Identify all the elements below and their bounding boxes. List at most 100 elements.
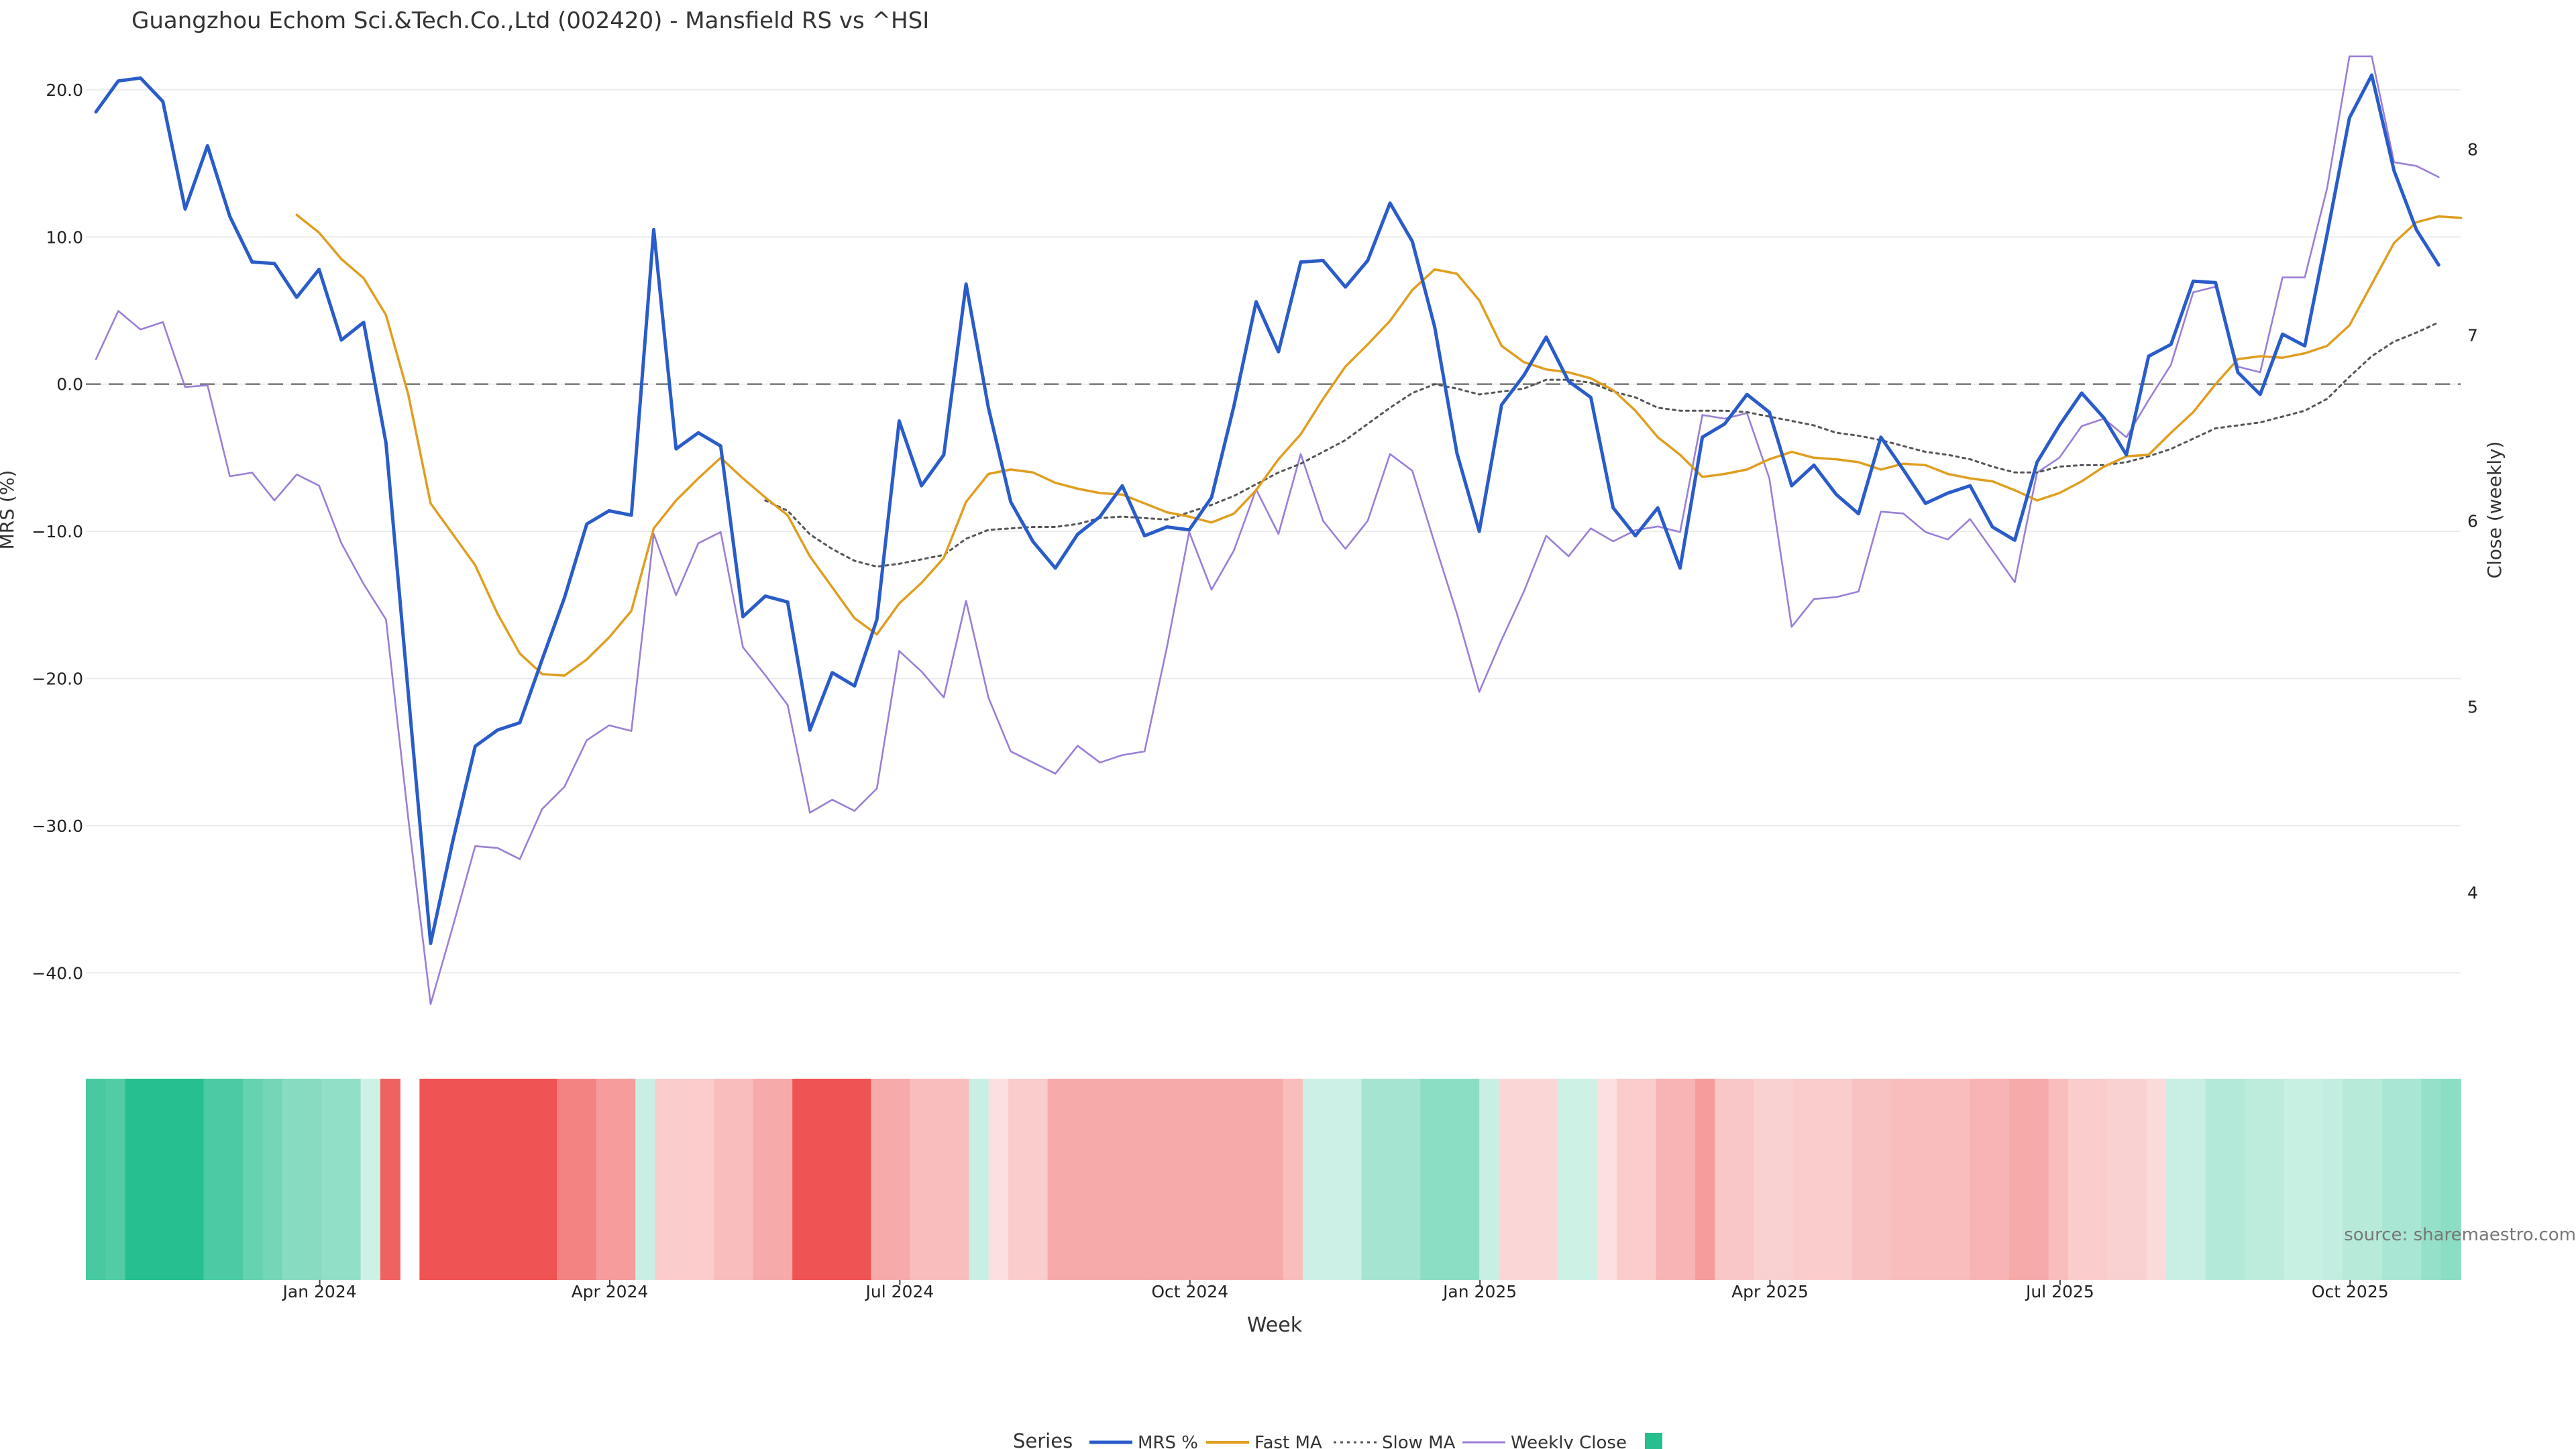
rs-strip-cell: [890, 1079, 911, 1280]
rs-strip-cell: [419, 1079, 440, 1280]
rs-strip-cell: [1891, 1079, 1912, 1280]
series-line-fast-ma: [295, 213, 2463, 677]
rs-strip-cell: [2205, 1079, 2226, 1280]
rs-strip-cell: [1028, 1079, 1049, 1280]
rs-strip-cell: [2224, 1079, 2245, 1280]
rs-strip-cell: [557, 1079, 578, 1280]
rs-strip-cell: [2186, 1079, 2206, 1280]
rs-strip-cell: [1636, 1079, 1657, 1280]
legend-label-fast-ma[interactable]: Fast MA: [1254, 1433, 1322, 1449]
rs-strip-cell: [1381, 1079, 1401, 1280]
rs-strip-cell: [1263, 1079, 1284, 1280]
axes: 20.0 10.0 0.0 −10.0 −20.0 −30.0 −40.0 4 5 6 7 8 Jan …: [32, 80, 2478, 1301]
rs-strip-cell: [2362, 1079, 2383, 1280]
x-tick-label: Jul 2025: [2025, 1282, 2094, 1301]
x-tick-label: Oct 2024: [1151, 1282, 1228, 1301]
rs-strip-cell: [203, 1079, 224, 1280]
rs-strip-cell: [2146, 1079, 2167, 1280]
rs-strip-cell: [930, 1079, 951, 1280]
rs-strip-cell: [1322, 1079, 1343, 1280]
rs-strip-cell: [988, 1079, 1009, 1280]
rs-strip-cell: [1597, 1079, 1617, 1280]
rs-strip-cell: [615, 1079, 636, 1280]
rs-strip-cell: [1950, 1079, 1971, 1280]
rs-strip-cell: [125, 1079, 146, 1280]
rs-strip-cell: [2048, 1079, 2069, 1280]
rs-strip-cell: [1931, 1079, 1951, 1280]
rs-strip-cell: [1283, 1079, 1303, 1280]
source-note: source: sharemaestro.com: [2344, 1225, 2576, 1245]
rs-strip-cell: [674, 1079, 695, 1280]
rs-strip-cell: [1616, 1079, 1638, 1280]
rs-strip-cell: [2009, 1079, 2030, 1280]
rs-strip-cell: [1558, 1079, 1578, 1280]
rs-strip-cell: [1224, 1079, 1244, 1280]
rs-strip-cell: [1440, 1079, 1460, 1280]
rs-strip-cell: [1420, 1079, 1441, 1280]
rs-strip-cell: [851, 1079, 872, 1280]
x-tick-label: Jan 2025: [1442, 1282, 1517, 1301]
rs-strip-cell: [694, 1079, 714, 1280]
rs-strip-cell: [1401, 1079, 1421, 1280]
rs-strip-cell: [2166, 1079, 2187, 1280]
y-tick-label-left: −10.0: [32, 522, 83, 541]
rs-strip-cell: [380, 1079, 400, 1280]
y-tick-label-left: 20.0: [46, 80, 83, 100]
rs-strip-cell: [1145, 1079, 1166, 1280]
rs-strip-cell: [2029, 1079, 2049, 1280]
legend: Series MRS % Fast MA Slow MA Weekly Clos…: [1013, 1430, 1662, 1449]
rs-strip-cell: [1715, 1079, 1735, 1280]
rs-strip-cell: [2343, 1079, 2363, 1280]
rs-strip-cell: [812, 1079, 833, 1280]
legend-label-slow-ma[interactable]: Slow MA: [1382, 1433, 1456, 1449]
rs-strip-cell: [910, 1079, 930, 1280]
rs-strip-cell: [341, 1079, 362, 1280]
rs-strip-cell: [2088, 1079, 2108, 1280]
rs-strip-cell: [2381, 1079, 2403, 1280]
y-tick-label-right: 4: [2467, 883, 2478, 903]
x-tick-label: Jan 2024: [282, 1282, 357, 1301]
rs-strip-cell: [1813, 1079, 1833, 1280]
rs-strip-cell: [2068, 1079, 2088, 1280]
rs-strip-cell: [1479, 1079, 1500, 1280]
rs-strip-cell: [1047, 1079, 1068, 1280]
rs-strip-cell: [1793, 1079, 1814, 1280]
grid-lines: [86, 89, 2461, 974]
rs-strip-cell: [1185, 1079, 1205, 1280]
rs-strip-cell: [635, 1079, 656, 1280]
legend-label-mrs[interactable]: MRS %: [1138, 1433, 1198, 1449]
y-tick-label-right: 6: [2467, 512, 2478, 531]
legend-swatch-rs-strip[interactable]: [1645, 1433, 1662, 1449]
rs-strip-cell: [105, 1079, 126, 1280]
rs-strip-cell: [1656, 1079, 1676, 1280]
rs-strip-cell: [164, 1079, 185, 1280]
y-tick-label-right: 7: [2467, 325, 2478, 345]
rs-strip-cell: [262, 1079, 283, 1280]
rs-strip-cell: [439, 1079, 460, 1280]
rs-strip-cell: [1774, 1079, 1794, 1280]
rs-strip-cell: [1302, 1079, 1323, 1280]
rs-strip-cell: [1577, 1079, 1598, 1280]
rs-strip-cell: [2303, 1079, 2324, 1280]
rs-strip-cell: [1754, 1079, 1774, 1280]
rs-strip-cell: [243, 1079, 264, 1280]
rs-strip-cell: [2127, 1079, 2147, 1280]
rs-strip-cell: [2402, 1079, 2422, 1280]
y-axis-right-label: Close (weekly): [2483, 441, 2506, 579]
rs-strip-cell: [1165, 1079, 1186, 1280]
x-axis-label: Week: [1247, 1313, 1303, 1337]
rs-strip-cell: [792, 1079, 813, 1280]
rs-strip-cell: [2421, 1079, 2442, 1280]
rs-strip-cell: [537, 1079, 557, 1280]
legend-label-weekly-close[interactable]: Weekly Close: [1511, 1433, 1627, 1449]
rs-strip-cell: [478, 1079, 499, 1280]
series-lines: [94, 55, 2463, 1006]
y-tick-label-right: 5: [2467, 698, 2478, 717]
chart-title: Guangzhou Echom Sci.&Tech.Co.,Ltd (00242…: [131, 7, 929, 34]
rs-regime-strip: [86, 1079, 2461, 1280]
rs-strip-cell: [184, 1079, 205, 1280]
rs-strip-cell: [1008, 1079, 1029, 1280]
rs-strip-cell: [1499, 1079, 1519, 1280]
rs-strip-cell: [321, 1079, 342, 1280]
